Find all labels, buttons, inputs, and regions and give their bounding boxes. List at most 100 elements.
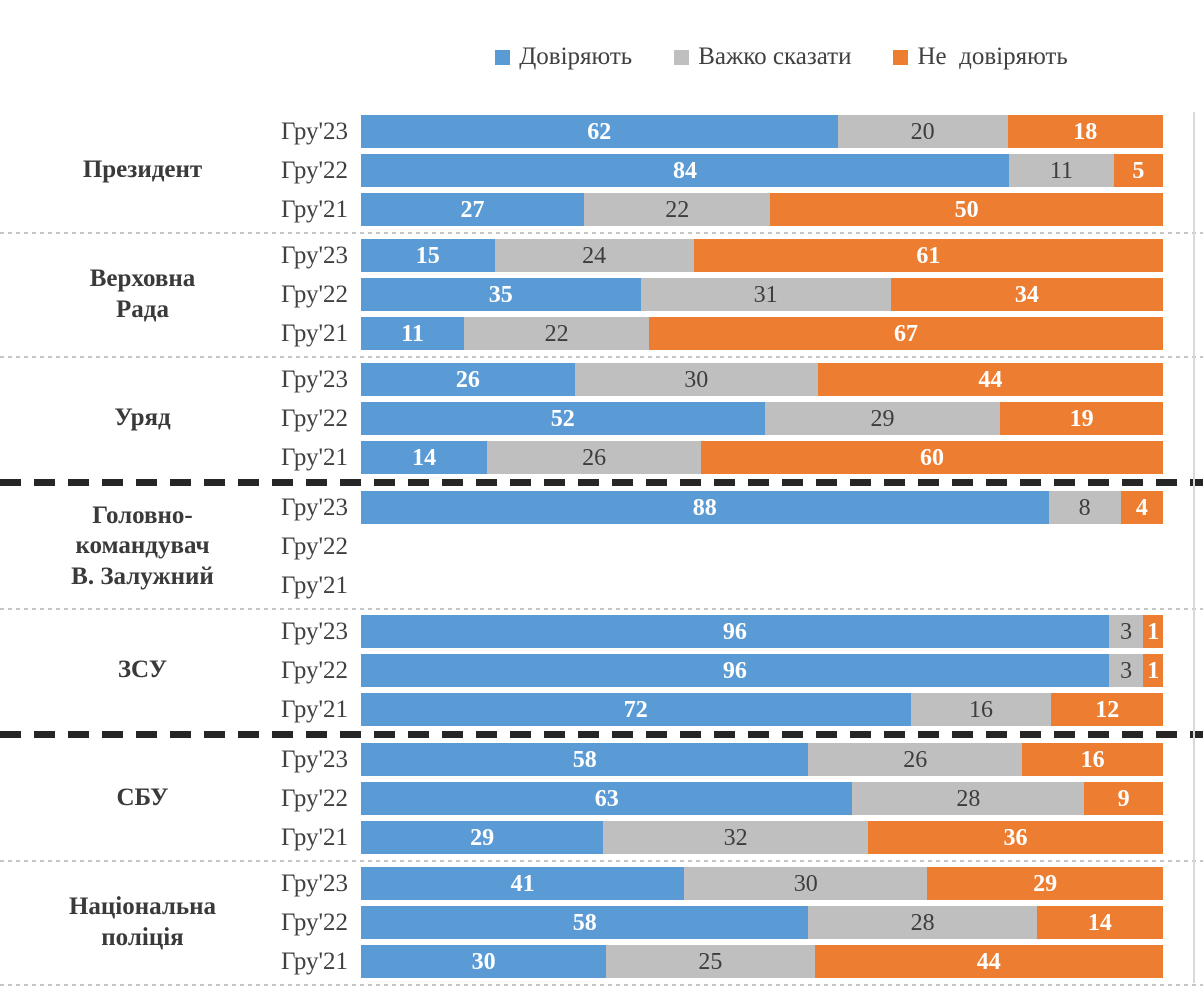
bar-row: Гру'23 62 20 18 [240, 112, 1203, 151]
segment-hard-to-say: 22 [464, 317, 650, 350]
group-rows: Гру'23 58 26 16 Гру'22 63 28 9 Гру'21 29 32 36 [240, 740, 1203, 857]
segment-distrust: 19 [1000, 402, 1163, 435]
row-period-label: Гру'23 [280, 241, 348, 269]
row-period-label: Гру'21 [280, 319, 348, 347]
segment-value: 14 [1087, 909, 1112, 936]
segment-value: 5 [1132, 157, 1145, 184]
bar-row: Гру'23 96 3 1 [240, 612, 1203, 651]
segment-value: 28 [910, 909, 935, 936]
segment-trust: 26 [361, 363, 575, 396]
segment-hard-to-say: 24 [494, 239, 694, 272]
bar-row: Гру'22 35 31 34 [240, 275, 1203, 314]
segment-value: 58 [572, 746, 597, 773]
row-period-label: Гру'23 [280, 365, 348, 393]
row-period-label: Гру'22 [280, 280, 348, 308]
bar-track: 29 32 36 [361, 821, 1163, 854]
bar-row: Гру'23 41 30 29 [240, 864, 1203, 903]
segment-value: 16 [1080, 746, 1105, 773]
segment-value: 63 [594, 785, 619, 812]
segment-trust: 35 [361, 278, 641, 311]
segment-value: 29 [1033, 870, 1058, 897]
segment-hard-to-say: 28 [808, 906, 1037, 939]
segment-value: 8 [1078, 494, 1091, 521]
segment-value: 19 [1069, 405, 1094, 432]
segment-distrust: 67 [649, 317, 1163, 350]
row-period-label: Гру'22 [280, 908, 348, 936]
segment-value: 84 [673, 157, 698, 184]
legend: Довіряють Важко сказати Не довіряють [0, 41, 1203, 73]
segment-value: 41 [510, 870, 535, 897]
row-period-label: Гру'23 [280, 869, 348, 897]
bar-row: Гру'22 52 29 19 [240, 399, 1203, 438]
row-period-label: Гру'22 [280, 404, 348, 432]
segment-value: 52 [550, 405, 575, 432]
segment-distrust: 9 [1084, 782, 1163, 815]
group-rows: Гру'23 26 30 44 Гру'22 52 29 19 Гру'21 14 26 60 [240, 360, 1203, 477]
separator-bottom [0, 984, 1203, 986]
row-period-label: Гру'21 [280, 823, 348, 851]
bar-track: 52 29 19 [361, 402, 1163, 435]
segment-hard-to-say: 29 [764, 402, 1001, 435]
segment-trust: 63 [361, 782, 853, 815]
legend-item-1: Важко сказати [674, 43, 851, 71]
segment-value: 25 [698, 948, 723, 975]
segment-hard-to-say: 26 [808, 743, 1023, 776]
segment-value: 11 [1049, 157, 1073, 184]
bar-track: 63 28 9 [361, 782, 1163, 815]
plot-right-border [1193, 112, 1195, 983]
bar-row: Гру'21 30 25 44 [240, 942, 1203, 981]
group-label: СБУ [116, 784, 169, 812]
segment-distrust: 1 [1143, 615, 1164, 648]
bar-row: Гру'22 58 28 14 [240, 903, 1203, 942]
segment-value: 22 [544, 320, 569, 347]
legend-swatch-icon [495, 49, 511, 65]
segment-value: 44 [978, 366, 1003, 393]
bar-track: 58 26 16 [361, 743, 1163, 776]
row-period-label: Гру'22 [280, 156, 348, 184]
bar-row: Гру'21 11 22 67 [240, 314, 1203, 353]
legend-swatch-icon [893, 49, 909, 65]
group-0: Президент Гру'23 62 20 18 Гру'22 84 11 5 Гру'21 27… [0, 112, 1203, 229]
segment-distrust: 34 [890, 278, 1163, 311]
separator-light [0, 860, 1203, 862]
segment-distrust: 18 [1007, 115, 1163, 148]
separator-light [0, 608, 1203, 610]
segment-value: 26 [455, 366, 480, 393]
segment-distrust: 29 [927, 867, 1163, 900]
segment-hard-to-say: 30 [684, 867, 928, 900]
segment-hard-to-say: 20 [837, 115, 1008, 148]
segment-value: 1 [1147, 657, 1160, 684]
group-1: Верховна Рада Гру'23 15 24 61 Гру'22 35 31 34 Гру'… [0, 236, 1203, 353]
row-period-label: Гру'23 [280, 117, 348, 145]
segment-value: 22 [665, 196, 690, 223]
bar-row: Гру'21 72 16 12 [240, 690, 1203, 729]
row-period-label: Гру'21 [280, 947, 348, 975]
segment-distrust: 1 [1143, 654, 1164, 687]
bar-track: 88 8 4 [361, 491, 1163, 524]
row-period-label: Гру'21 [280, 571, 348, 599]
segment-trust: 88 [361, 491, 1049, 524]
bar-track: 11 22 67 [361, 317, 1163, 350]
group-label: Верховна Рада [89, 265, 196, 323]
group-rows: Гру'23 62 20 18 Гру'22 84 11 5 Гру'21 27 22 50 [240, 112, 1203, 229]
segment-value: 18 [1073, 118, 1098, 145]
bar-row: Гру'21 [240, 566, 1203, 605]
segment-trust: 62 [361, 115, 838, 148]
segment-value: 44 [976, 948, 1001, 975]
segment-value: 11 [401, 320, 424, 347]
segment-trust: 96 [361, 654, 1109, 687]
row-period-label: Гру'22 [280, 784, 348, 812]
group-label: Уряд [114, 404, 171, 432]
segment-trust: 58 [361, 743, 809, 776]
bar-track: 26 30 44 [361, 363, 1163, 396]
segment-value: 28 [956, 785, 981, 812]
bar-track [361, 530, 1163, 563]
segment-value: 88 [692, 494, 717, 521]
bar-row: Гру'22 63 28 9 [240, 779, 1203, 818]
group-rows: Гру'23 41 30 29 Гру'22 58 28 14 Гру'21 30 25 44 [240, 864, 1203, 981]
segment-hard-to-say: 8 [1048, 491, 1121, 524]
bar-row: Гру'22 84 11 5 [240, 151, 1203, 190]
segment-value: 32 [723, 824, 748, 851]
legend-item-0: Довіряють [495, 43, 632, 71]
